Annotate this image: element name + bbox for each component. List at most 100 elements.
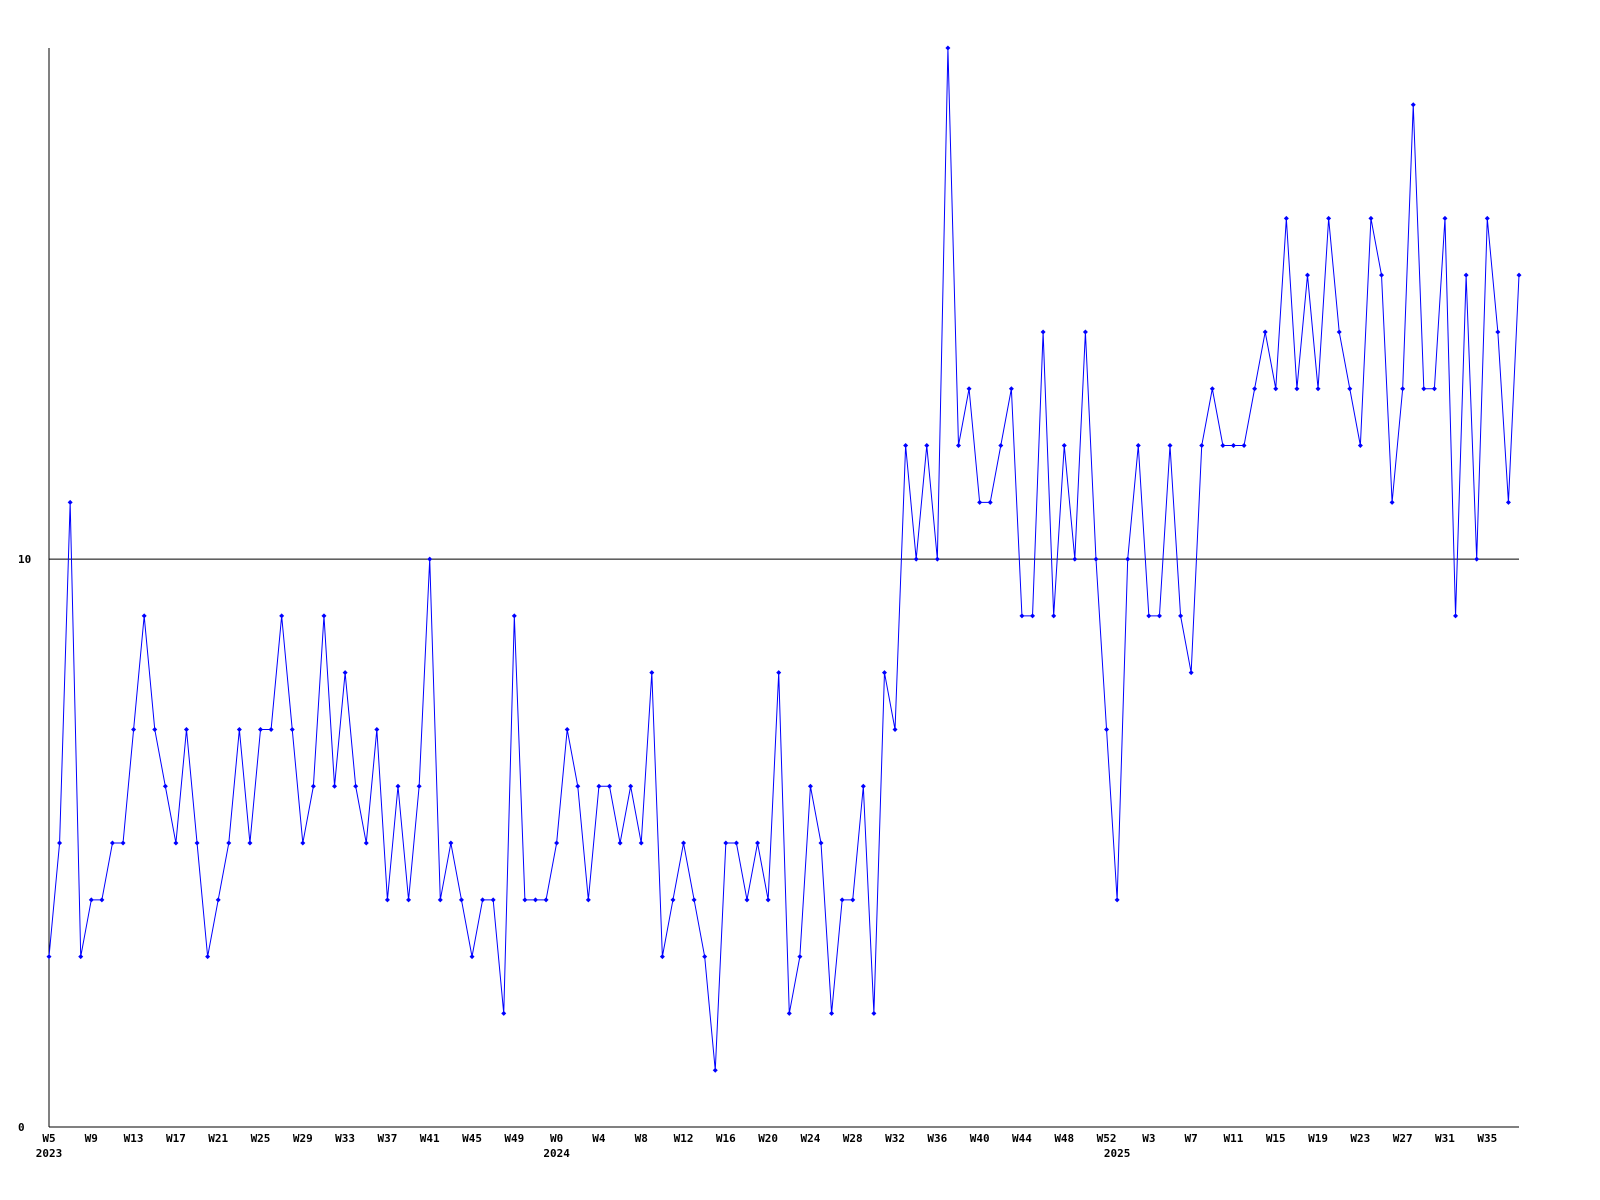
- data-point: [1230, 443, 1236, 449]
- x-tick-label: W19: [1308, 1132, 1328, 1145]
- data-point: [1410, 102, 1416, 108]
- data-point: [1199, 443, 1205, 449]
- data-point: [300, 840, 306, 846]
- data-point: [755, 840, 761, 846]
- data-point: [829, 1010, 835, 1016]
- data-point: [384, 897, 390, 903]
- data-point: [1304, 272, 1310, 278]
- x-tick-label: W32: [885, 1132, 905, 1145]
- x-tick-label: W20: [758, 1132, 778, 1145]
- data-point: [194, 840, 200, 846]
- data-point: [670, 897, 676, 903]
- data-point: [1241, 443, 1247, 449]
- x-tick-label: W25: [251, 1132, 271, 1145]
- data-point: [585, 897, 591, 903]
- data-point: [1336, 329, 1342, 335]
- data-point: [1347, 386, 1353, 392]
- data-line: [48, 47, 1520, 1071]
- x-tick-label: W35: [1477, 1132, 1497, 1145]
- data-point: [141, 613, 147, 619]
- x-tick-label: W48: [1054, 1132, 1074, 1145]
- data-point: [1505, 499, 1511, 505]
- data-point: [258, 726, 264, 732]
- data-point: [1379, 272, 1385, 278]
- data-point: [998, 443, 1004, 449]
- data-point: [1167, 443, 1173, 449]
- x-tick-label: W45: [462, 1132, 482, 1145]
- data-point: [818, 840, 824, 846]
- data-point: [1421, 386, 1427, 392]
- data-point: [1368, 215, 1374, 221]
- data-point: [342, 670, 348, 676]
- data-point: [924, 443, 930, 449]
- data-point: [1516, 272, 1522, 278]
- data-point: [1114, 897, 1120, 903]
- data-point: [1220, 443, 1226, 449]
- data-point: [321, 613, 327, 619]
- x-tick-label: W23: [1350, 1132, 1370, 1145]
- x-tick-label: W4: [592, 1132, 606, 1145]
- data-point: [765, 897, 771, 903]
- x-tick-label: W24: [801, 1132, 821, 1145]
- data-point: [1453, 613, 1459, 619]
- data-point: [406, 897, 412, 903]
- data-point: [681, 840, 687, 846]
- data-point: [289, 726, 295, 732]
- data-point: [1093, 556, 1099, 562]
- data-point: [934, 556, 940, 562]
- x-tick-label: W31: [1435, 1132, 1455, 1145]
- x-tick-label: W21: [208, 1132, 228, 1145]
- data-point: [131, 726, 137, 732]
- data-point: [691, 897, 697, 903]
- data-point: [215, 897, 221, 903]
- x-tick-label: W15: [1266, 1132, 1286, 1145]
- data-point: [448, 840, 454, 846]
- data-point: [839, 897, 845, 903]
- x-tick-label: W41: [420, 1132, 440, 1145]
- data-point: [173, 840, 179, 846]
- data-point: [807, 783, 813, 789]
- data-point: [247, 840, 253, 846]
- data-point: [511, 613, 517, 619]
- data-point: [363, 840, 369, 846]
- data-point: [522, 897, 528, 903]
- x-tick-label: W29: [293, 1132, 313, 1145]
- x-tick-label: W28: [843, 1132, 863, 1145]
- data-point: [99, 897, 105, 903]
- x-tick-label: W44: [1012, 1132, 1032, 1145]
- data-point: [1357, 443, 1363, 449]
- data-point: [416, 783, 422, 789]
- data-point: [1294, 386, 1300, 392]
- data-point: [183, 726, 189, 732]
- x-tick-label: W27: [1393, 1132, 1413, 1145]
- data-point: [1389, 499, 1395, 505]
- data-point: [395, 783, 401, 789]
- data-point: [850, 897, 856, 903]
- data-point: [776, 670, 782, 676]
- data-point: [1082, 329, 1088, 335]
- data-point: [1178, 613, 1184, 619]
- data-point: [279, 613, 285, 619]
- data-point: [966, 386, 972, 392]
- data-point: [733, 840, 739, 846]
- data-point: [1040, 329, 1046, 335]
- data-point: [1104, 726, 1110, 732]
- data-point: [1431, 386, 1437, 392]
- data-point: [1326, 215, 1332, 221]
- data-point: [955, 443, 961, 449]
- data-point: [617, 840, 623, 846]
- data-point: [1156, 613, 1162, 619]
- data-point: [46, 954, 52, 960]
- data-point: [532, 897, 538, 903]
- data-point: [575, 783, 581, 789]
- x-tick-label: W33: [335, 1132, 355, 1145]
- x-tick-label: W8: [635, 1132, 648, 1145]
- data-point: [1283, 215, 1289, 221]
- data-point: [152, 726, 158, 732]
- data-point: [205, 954, 211, 960]
- data-point: [57, 840, 63, 846]
- data-point: [374, 726, 380, 732]
- x-tick-label: W3: [1142, 1132, 1155, 1145]
- data-point: [332, 783, 338, 789]
